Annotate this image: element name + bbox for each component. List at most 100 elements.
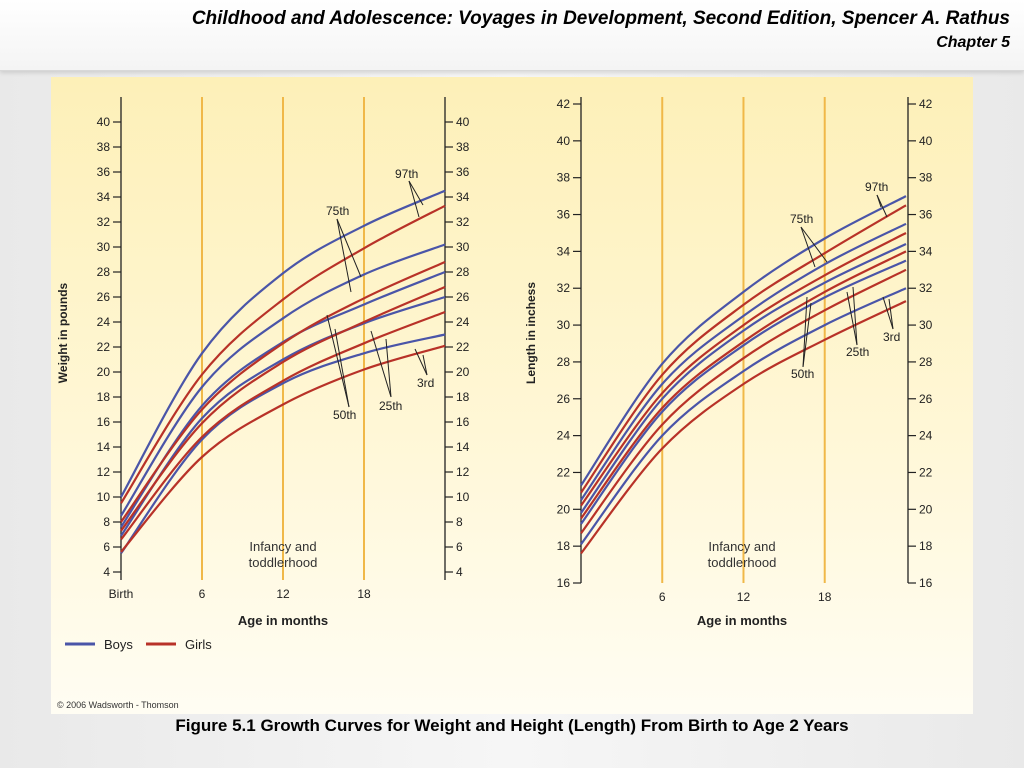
weight-y-tick-label-right: 6 [456,540,463,554]
weight-y-tick-label-left: 30 [97,240,111,254]
weight-percentile-label: 75th [326,204,349,218]
growth-charts-figure: 4 4 6 6 8 8 10 10 12 12 14 14 16 16 18 18 20 20 22 22 24 24 26… [56,97,933,710]
length-percentile-label: 50th [791,367,814,381]
weight-y-tick-label-left: 4 [103,565,110,579]
weight-y-tick-label-left: 12 [97,465,111,479]
weight-y-tick-label-left: 34 [97,190,111,204]
weight-period-label: toddlerhood [249,555,318,570]
weight-leader-line [336,218,352,293]
length-leader-line [802,296,808,368]
weight-y-tick-label-left: 36 [97,165,111,179]
weight-percentile-label: 3rd [417,376,434,390]
length-percentile-label: 25th [846,345,869,359]
length-y-tick-label-left: 40 [557,134,571,148]
weight-x-tick-label: 12 [276,587,290,601]
weight-percentile-label: 50th [333,408,356,422]
length-y-tick-label-left: 16 [557,576,571,590]
length-leader-line [802,302,812,368]
weight-y-tick-label-left: 40 [97,115,111,129]
length-y-tick-label-right: 40 [919,134,933,148]
length-curve-girls-75th [580,232,907,507]
weight-leader-line [408,180,424,206]
weight-x-tick-label: Birth [109,587,134,601]
weight-y-tick-label-right: 10 [456,490,470,504]
length-x-tick-label: 6 [659,590,666,604]
length-y-tick-label-left: 24 [557,429,571,443]
length-y-tick-label-right: 38 [919,171,933,185]
length-y-tick-label-left: 28 [557,355,571,369]
length-y-tick-label-right: 20 [919,502,933,516]
weight-y-tick-label-right: 12 [456,465,470,479]
weight-curve-girls-97th [120,204,446,504]
weight-y-tick-label-right: 38 [456,140,470,154]
length-curve-girls-3rd [580,300,907,555]
weight-y-tick-label-left: 6 [103,540,110,554]
length-curve-boys-3rd [580,287,907,545]
length-percentile-label: 75th [790,212,813,226]
weight-y-tick-label-left: 38 [97,140,111,154]
header-title: Childhood and Adolescence: Voyages in De… [191,8,1010,29]
length-y-tick-label-left: 42 [557,97,571,111]
weight-y-tick-label-right: 20 [456,365,470,379]
weight-leader-line [326,314,350,408]
weight-curve-girls-50th [120,285,446,532]
length-leader-line [876,194,882,208]
weight-leader-line [408,180,420,218]
weight-y-tick-label-right: 16 [456,415,470,429]
weight-x-tick-label: 18 [357,587,371,601]
length-y-tick-label-left: 34 [557,244,571,258]
weight-y-tick-label-left: 10 [97,490,111,504]
weight-y-tick-label-left: 16 [97,415,111,429]
weight-y-axis-label: Weight in pounds [56,282,70,383]
length-leader-line [800,226,828,263]
figure-caption: Figure 5.1 Growth Curves for Weight and … [175,716,849,735]
weight-y-tick-label-right: 40 [456,115,470,129]
weight-y-tick-label-left: 8 [103,515,110,529]
length-curve-girls-97th [580,204,907,494]
header-chapter: Chapter 5 [936,34,1010,51]
legend-girls-label: Girls [185,637,212,652]
length-chart: 16 16 18 18 20 20 22 22 24 24 26 26 28 28 30 30 32 32 34 34… [524,97,933,628]
weight-y-tick-label-right: 14 [456,440,470,454]
weight-curve-boys-3rd [120,333,446,554]
weight-y-tick-label-right: 8 [456,515,463,529]
weight-y-tick-label-right: 22 [456,340,470,354]
length-leader-line [888,298,894,330]
length-y-tick-label-right: 28 [919,355,933,369]
weight-x-axis-label: Age in months [238,613,328,628]
weight-period-label: Infancy and [249,539,316,554]
length-y-tick-label-right: 24 [919,429,933,443]
length-curve-boys-97th [580,195,907,487]
weight-y-tick-label-right: 26 [456,290,470,304]
legend-boys-label: Boys [104,637,133,652]
weight-y-tick-label-right: 18 [456,390,470,404]
length-y-axis-label: Length in inchess [524,282,538,384]
weight-percentile-label: 25th [379,399,402,413]
weight-y-tick-label-right: 4 [456,565,463,579]
legend: Boys Girls [65,637,212,652]
length-curve-boys-75th [580,222,907,501]
length-y-tick-label-left: 22 [557,465,571,479]
copyright-notice: © 2006 Wadsworth - Thomson [57,700,179,710]
length-percentile-label: 97th [865,180,888,194]
length-y-tick-label-right: 22 [919,465,933,479]
figure-panel: 4 4 6 6 8 8 10 10 12 12 14 14 16 16 18 18 20 20 22 22 24 24 26… [51,77,973,714]
length-y-tick-label-left: 36 [557,208,571,222]
weight-leader-line [370,330,392,398]
weight-leader-line [385,338,392,398]
length-y-tick-label-right: 42 [919,97,933,111]
length-y-tick-label-right: 26 [919,392,933,406]
length-curve-boys-25th [580,259,907,525]
slide-header: Childhood and Adolescence: Voyages in De… [0,0,1024,71]
length-y-tick-label-right: 32 [919,281,933,295]
length-percentile-label: 3rd [883,330,900,344]
length-curve-girls-50th [580,250,907,520]
weight-y-tick-label-left: 32 [97,215,111,229]
length-x-axis-label: Age in months [697,613,787,628]
length-x-tick-label: 12 [737,590,751,604]
weight-curve-girls-75th [120,260,446,523]
length-y-tick-label-right: 16 [919,576,933,590]
weight-curve-boys-25th [120,295,446,537]
weight-curve-girls-25th [120,310,446,541]
weight-curve-boys-97th [120,189,446,498]
